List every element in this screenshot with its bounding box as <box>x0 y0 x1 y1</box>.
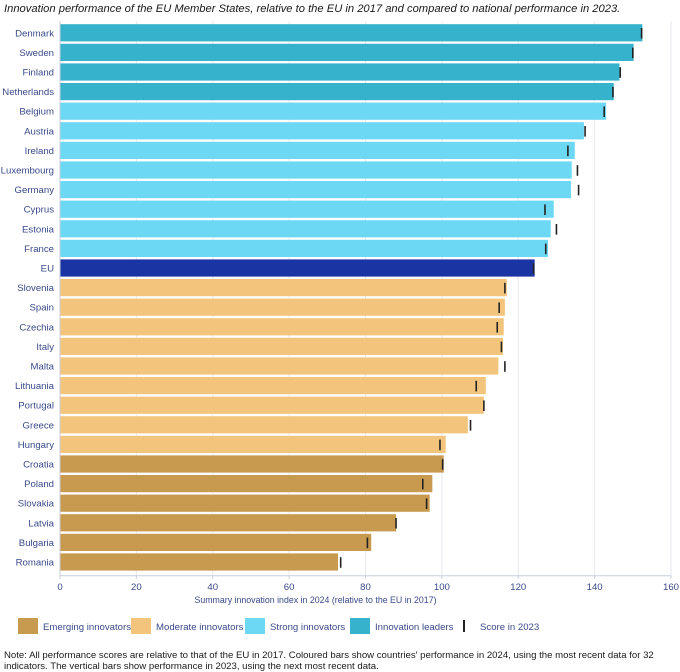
category-label-netherlands: Netherlands <box>2 87 54 98</box>
bar-italy <box>60 337 503 355</box>
category-label-portugal: Portugal <box>18 401 54 412</box>
bar-slovakia <box>60 494 430 512</box>
bar-slovenia <box>60 279 507 297</box>
bar-romania <box>60 553 339 571</box>
bar-estonia <box>60 220 551 238</box>
bar-chart: Denmark Sweden Finland Netherlands Belgium Au… <box>1 21 679 605</box>
legend-swatch-leader <box>350 618 370 634</box>
bar-poland <box>60 475 433 493</box>
category-label-sweden: Sweden <box>19 48 54 59</box>
x-tick-label: 60 <box>284 582 295 593</box>
bar-sweden <box>60 43 634 61</box>
legend-label-strong: Strong innovators <box>270 622 346 633</box>
category-label-italy: Italy <box>36 342 54 353</box>
category-label-bulgaria: Bulgaria <box>19 538 55 549</box>
category-label-austria: Austria <box>24 126 55 137</box>
bar-lithuania <box>60 377 486 395</box>
legend-label-moderate: Moderate innovators <box>156 622 244 633</box>
bar-croatia <box>60 455 444 473</box>
legend-swatch-emerging <box>18 618 38 634</box>
bar-malta <box>60 357 499 375</box>
bar-eu <box>60 259 535 277</box>
bar-spain <box>60 298 505 316</box>
category-label-hungary: Hungary <box>18 440 54 451</box>
bar-luxembourg <box>60 161 572 179</box>
bar-greece <box>60 416 468 434</box>
category-label-cyprus: Cyprus <box>24 205 55 216</box>
x-tick-label: 80 <box>360 582 371 593</box>
category-label-eu: EU <box>41 264 54 275</box>
legend-label-emerging: Emerging innovators <box>43 622 131 633</box>
x-tick-label: 140 <box>587 582 603 593</box>
category-label-croatia: Croatia <box>23 460 55 471</box>
bar-czechia <box>60 318 504 336</box>
bar-cyprus <box>60 200 554 218</box>
x-axis-label: Summary innovation index in 2024 (relati… <box>194 595 436 605</box>
bar-portugal <box>60 396 484 414</box>
legend-swatch-moderate <box>131 618 151 634</box>
category-label-slovenia: Slovenia <box>17 283 54 294</box>
bar-netherlands <box>60 83 614 101</box>
bar-finland <box>60 63 620 81</box>
category-label-malta: Malta <box>31 362 55 373</box>
bar-belgium <box>60 102 607 120</box>
legend-label-score-2023: Score in 2023 <box>480 622 540 633</box>
category-label-ireland: Ireland <box>25 146 54 157</box>
legend-marker-score-2023 <box>463 620 465 632</box>
category-label-germany: Germany <box>15 185 55 196</box>
bar-austria <box>60 122 584 140</box>
category-label-finland: Finland <box>23 68 54 79</box>
x-tick-label: 160 <box>663 582 679 593</box>
x-tick-label: 20 <box>131 582 142 593</box>
x-tick-label: 100 <box>434 582 450 593</box>
category-label-romania: Romania <box>16 558 55 569</box>
category-label-lithuania: Lithuania <box>15 381 55 392</box>
x-tick-label: 120 <box>510 582 526 593</box>
footnote: Note: All performance scores are relativ… <box>4 650 654 672</box>
category-label-denmark: Denmark <box>15 28 54 39</box>
category-label-belgium: Belgium <box>19 107 54 118</box>
bar-bulgaria <box>60 533 372 551</box>
bar-ireland <box>60 141 575 159</box>
category-label-france: France <box>24 244 54 255</box>
bar-latvia <box>60 514 397 532</box>
bar-france <box>60 239 549 257</box>
bar-germany <box>60 181 571 199</box>
x-tick-label: 40 <box>207 582 218 593</box>
category-label-slovakia: Slovakia <box>18 499 55 510</box>
category-label-estonia: Estonia <box>22 224 55 235</box>
legend-label-leader: Innovation leaders <box>375 622 454 633</box>
category-label-spain: Spain <box>29 303 54 314</box>
chart-title: Innovation performance of the EU Member … <box>4 3 621 15</box>
x-tick-label: 0 <box>57 582 62 593</box>
legend-swatch-strong <box>245 618 265 634</box>
category-label-latvia: Latvia <box>28 518 54 529</box>
category-label-luxembourg: Luxembourg <box>1 166 54 177</box>
bar-denmark <box>60 24 643 42</box>
category-label-poland: Poland <box>24 479 54 490</box>
category-label-greece: Greece <box>23 420 54 431</box>
category-label-czechia: Czechia <box>19 322 54 333</box>
bar-hungary <box>60 435 446 453</box>
